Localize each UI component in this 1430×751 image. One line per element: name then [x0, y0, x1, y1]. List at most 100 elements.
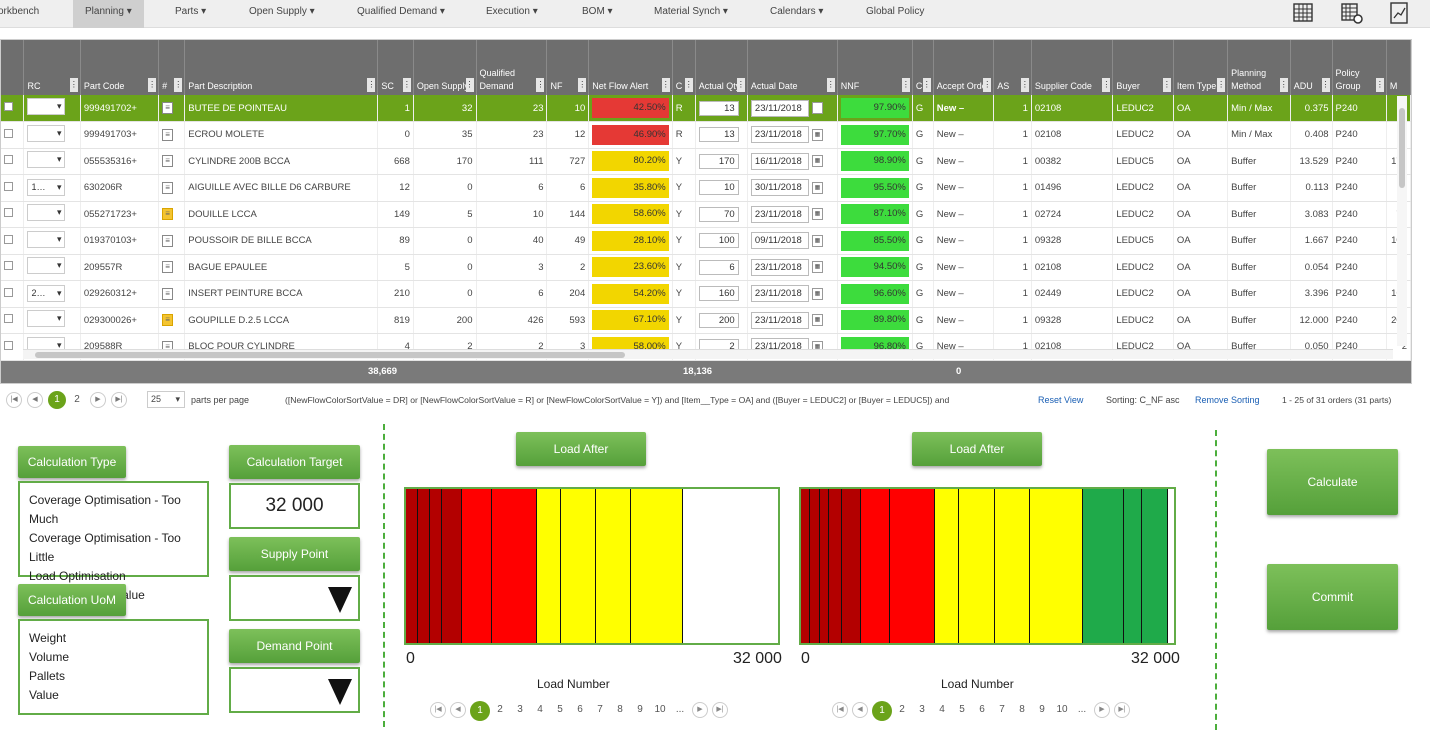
nav-execution[interactable]: Execution ▾ — [486, 6, 538, 17]
calendar-icon[interactable]: ▦ — [811, 181, 823, 194]
col-planning-method[interactable]: Planning Method ⋮ — [1227, 40, 1291, 95]
accept-order-select[interactable]: New – — [936, 341, 964, 353]
calendar-icon[interactable]: ▦ — [811, 208, 823, 221]
actual-qty-input[interactable]: 70 — [698, 206, 739, 222]
calendar-icon[interactable]: ▦ — [811, 128, 823, 141]
rc-cell[interactable] — [23, 95, 81, 122]
actual-date-input[interactable]: 23/11/2018 — [750, 205, 809, 223]
nav-global-policy[interactable]: Global Policy — [866, 6, 925, 17]
actual-date-input[interactable]: 30/11/2018 — [750, 179, 809, 197]
accept-order-select[interactable]: New – — [936, 102, 965, 114]
load-page[interactable]: 10 — [654, 704, 666, 715]
row-checkbox[interactable] — [1, 121, 25, 149]
supply-point-button[interactable]: Supply Point — [229, 537, 360, 571]
col-supplier-code[interactable]: Supplier Code ⋮ — [1031, 40, 1114, 95]
uom-option[interactable]: Volume — [29, 650, 70, 664]
nav-parts[interactable]: Parts ▾ — [175, 6, 207, 17]
calculation-target-input[interactable]: 32 000 — [229, 483, 360, 529]
rc-select[interactable] — [27, 124, 66, 142]
actual-qty-input[interactable]: 170 — [698, 153, 739, 169]
actual-qty-cell[interactable]: 70 — [695, 201, 748, 228]
note-cell[interactable]: ≡ — [158, 174, 186, 202]
load-page[interactable]: 8 — [1019, 704, 1025, 715]
actual-date-cell[interactable]: 16/11/2018 ▦ — [747, 148, 838, 175]
actual-qty-cell[interactable]: 160 — [695, 280, 748, 308]
last-page-button[interactable]: ▶| — [111, 392, 127, 408]
export-chart-icon[interactable] — [1388, 2, 1412, 24]
col-color-2[interactable]: C ⋮ — [912, 40, 934, 95]
demand-point-select[interactable] — [229, 667, 360, 713]
col-as[interactable]: AS ⋮ — [993, 40, 1032, 95]
supply-point-select[interactable] — [229, 575, 360, 621]
load-page[interactable]: 6 — [979, 704, 985, 715]
note-icon[interactable]: ≡ — [162, 128, 174, 141]
calendar-icon[interactable]: ▦ — [811, 234, 823, 247]
accept-order-cell[interactable]: New – — [933, 201, 995, 228]
accept-order-cell[interactable]: New – — [933, 307, 995, 334]
table-row[interactable]: 029300026+≡GOUPILLE D.2.5 LCCA8192004265… — [1, 307, 1411, 334]
col-select[interactable] — [1, 40, 25, 95]
part-code-cell[interactable]: 209557R — [80, 254, 160, 281]
note-cell[interactable]: ≡ — [158, 148, 186, 175]
accept-order-cell[interactable]: New – — [933, 121, 995, 149]
accept-order-select[interactable]: New – — [936, 129, 964, 141]
accept-order-cell[interactable]: New – — [933, 227, 995, 255]
nav-open-supply[interactable]: Open Supply ▾ — [249, 6, 315, 17]
note-cell[interactable]: ≡ — [158, 201, 186, 228]
uom-option[interactable]: Value — [29, 688, 59, 702]
nav-qualified-demand[interactable]: Qualified Demand ▾ — [357, 6, 445, 17]
prev-load-button[interactable]: ◀ — [852, 702, 868, 718]
col-part-code[interactable]: Part Code ⋮ — [80, 40, 160, 95]
accept-order-cell[interactable]: New – — [933, 174, 995, 202]
calendar-icon[interactable]: ▦ — [811, 287, 823, 300]
calendar-icon[interactable]: ▦ — [811, 314, 823, 327]
part-code-cell[interactable]: 019370103+ — [80, 227, 160, 255]
row-checkbox[interactable] — [1, 227, 25, 255]
part-code-cell[interactable]: 999491703+ — [80, 121, 160, 149]
load-page[interactable]: 4 — [939, 704, 945, 715]
part-code-cell[interactable]: 055535316+ — [80, 148, 160, 175]
load-page[interactable]: 5 — [557, 704, 563, 715]
accept-order-select[interactable]: New – — [936, 155, 964, 167]
part-code-cell[interactable]: 029260312+ — [80, 280, 160, 308]
calendar-icon[interactable]: ▦ — [811, 155, 823, 168]
actual-qty-cell[interactable]: 100 — [695, 227, 748, 255]
load-page[interactable]: 6 — [577, 704, 583, 715]
actual-date-input[interactable]: 23/11/2018 — [750, 258, 809, 276]
accept-order-select[interactable]: New – — [936, 261, 964, 273]
col-part-description[interactable]: Part Description ⋮ — [184, 40, 379, 95]
rc-select[interactable] — [27, 230, 66, 248]
calendar-icon[interactable]: ▦ — [811, 261, 823, 274]
actual-date-input[interactable]: 23/11/2018 — [750, 99, 809, 117]
actual-date-cell[interactable]: 23/11/2018 ▦ — [747, 95, 838, 122]
per-page-select[interactable]: 25 — [147, 391, 185, 408]
note-cell[interactable]: ≡ — [158, 280, 186, 308]
page-2[interactable]: 2 — [74, 394, 80, 405]
load-page[interactable]: 3 — [919, 704, 925, 715]
load-page[interactable]: 10 — [1056, 704, 1068, 715]
col-net-flow-alert[interactable]: Net Flow Alert ⋮ — [588, 40, 673, 95]
col-sc[interactable]: SC ⋮ — [377, 40, 414, 95]
note-cell[interactable]: ≡ — [158, 95, 186, 122]
note-icon[interactable]: ≡ — [162, 155, 174, 168]
rc-cell[interactable] — [23, 307, 81, 334]
rc-cell[interactable] — [23, 254, 81, 281]
actual-date-cell[interactable]: 30/11/2018 ▦ — [747, 174, 838, 202]
calc-type-option[interactable]: Coverage Optimisation - Too Little — [29, 531, 181, 564]
load-page[interactable]: 9 — [637, 704, 643, 715]
page-1[interactable]: 1 — [48, 391, 66, 409]
actual-date-cell[interactable]: 09/11/2018 ▦ — [747, 227, 838, 255]
col-accept-order[interactable]: Accept Order ⋮ — [933, 40, 995, 95]
load-page[interactable]: 5 — [959, 704, 965, 715]
actual-date-cell[interactable]: 23/11/2018 ▦ — [747, 280, 838, 308]
accept-order-cell[interactable]: New – — [933, 254, 995, 281]
load-page[interactable]: 9 — [1039, 704, 1045, 715]
next-load-button[interactable]: ▶ — [1094, 702, 1110, 718]
prev-page-button[interactable]: ◀ — [27, 392, 43, 408]
actual-qty-cell[interactable]: 13 — [695, 121, 748, 149]
col-m[interactable]: M — [1386, 40, 1411, 95]
table-grid-icon[interactable] — [1292, 2, 1316, 24]
row-checkbox[interactable] — [1, 333, 25, 361]
col-adu[interactable]: ADU ⋮ — [1290, 40, 1333, 95]
note-cell[interactable]: ≡ — [158, 254, 186, 281]
